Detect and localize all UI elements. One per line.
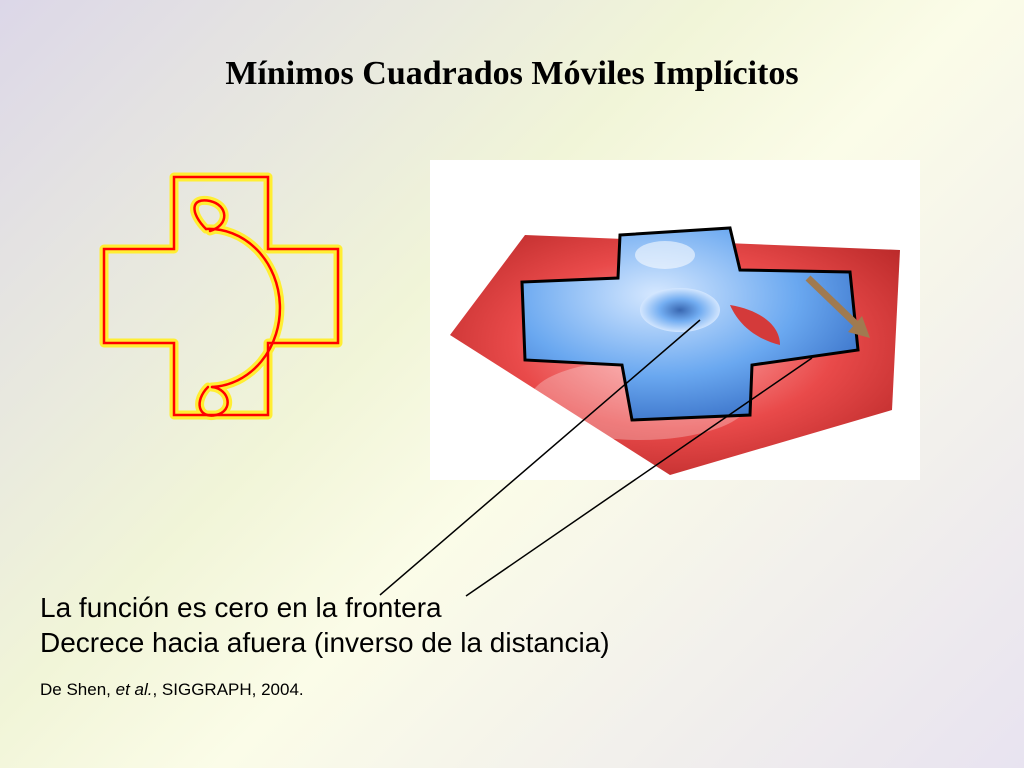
left-diagram — [90, 165, 360, 465]
glow-layer — [104, 177, 338, 416]
title-text: Mínimos Cuadrados Móviles Implícitos — [225, 55, 798, 92]
blue-dimple — [640, 288, 720, 332]
citation-prefix: De Shen, — [40, 680, 116, 699]
page-title: Mínimos Cuadrados Móviles Implícitos — [0, 55, 1024, 93]
body-text: La función es cero en la frontera Decrec… — [40, 590, 610, 660]
citation-italic: et al. — [116, 680, 153, 699]
body-line-2: Decrece hacia afuera (inverso de la dist… — [40, 625, 610, 660]
blue-sheen — [635, 241, 695, 269]
right-diagram-svg — [430, 160, 920, 480]
body-line-1: La función es cero en la frontera — [40, 590, 610, 625]
citation-suffix: , SIGGRAPH, 2004. — [152, 680, 303, 699]
right-diagram — [430, 160, 920, 480]
left-diagram-svg — [90, 165, 360, 465]
figures-row — [0, 165, 1024, 505]
citation: De Shen, et al., SIGGRAPH, 2004. — [40, 680, 304, 700]
